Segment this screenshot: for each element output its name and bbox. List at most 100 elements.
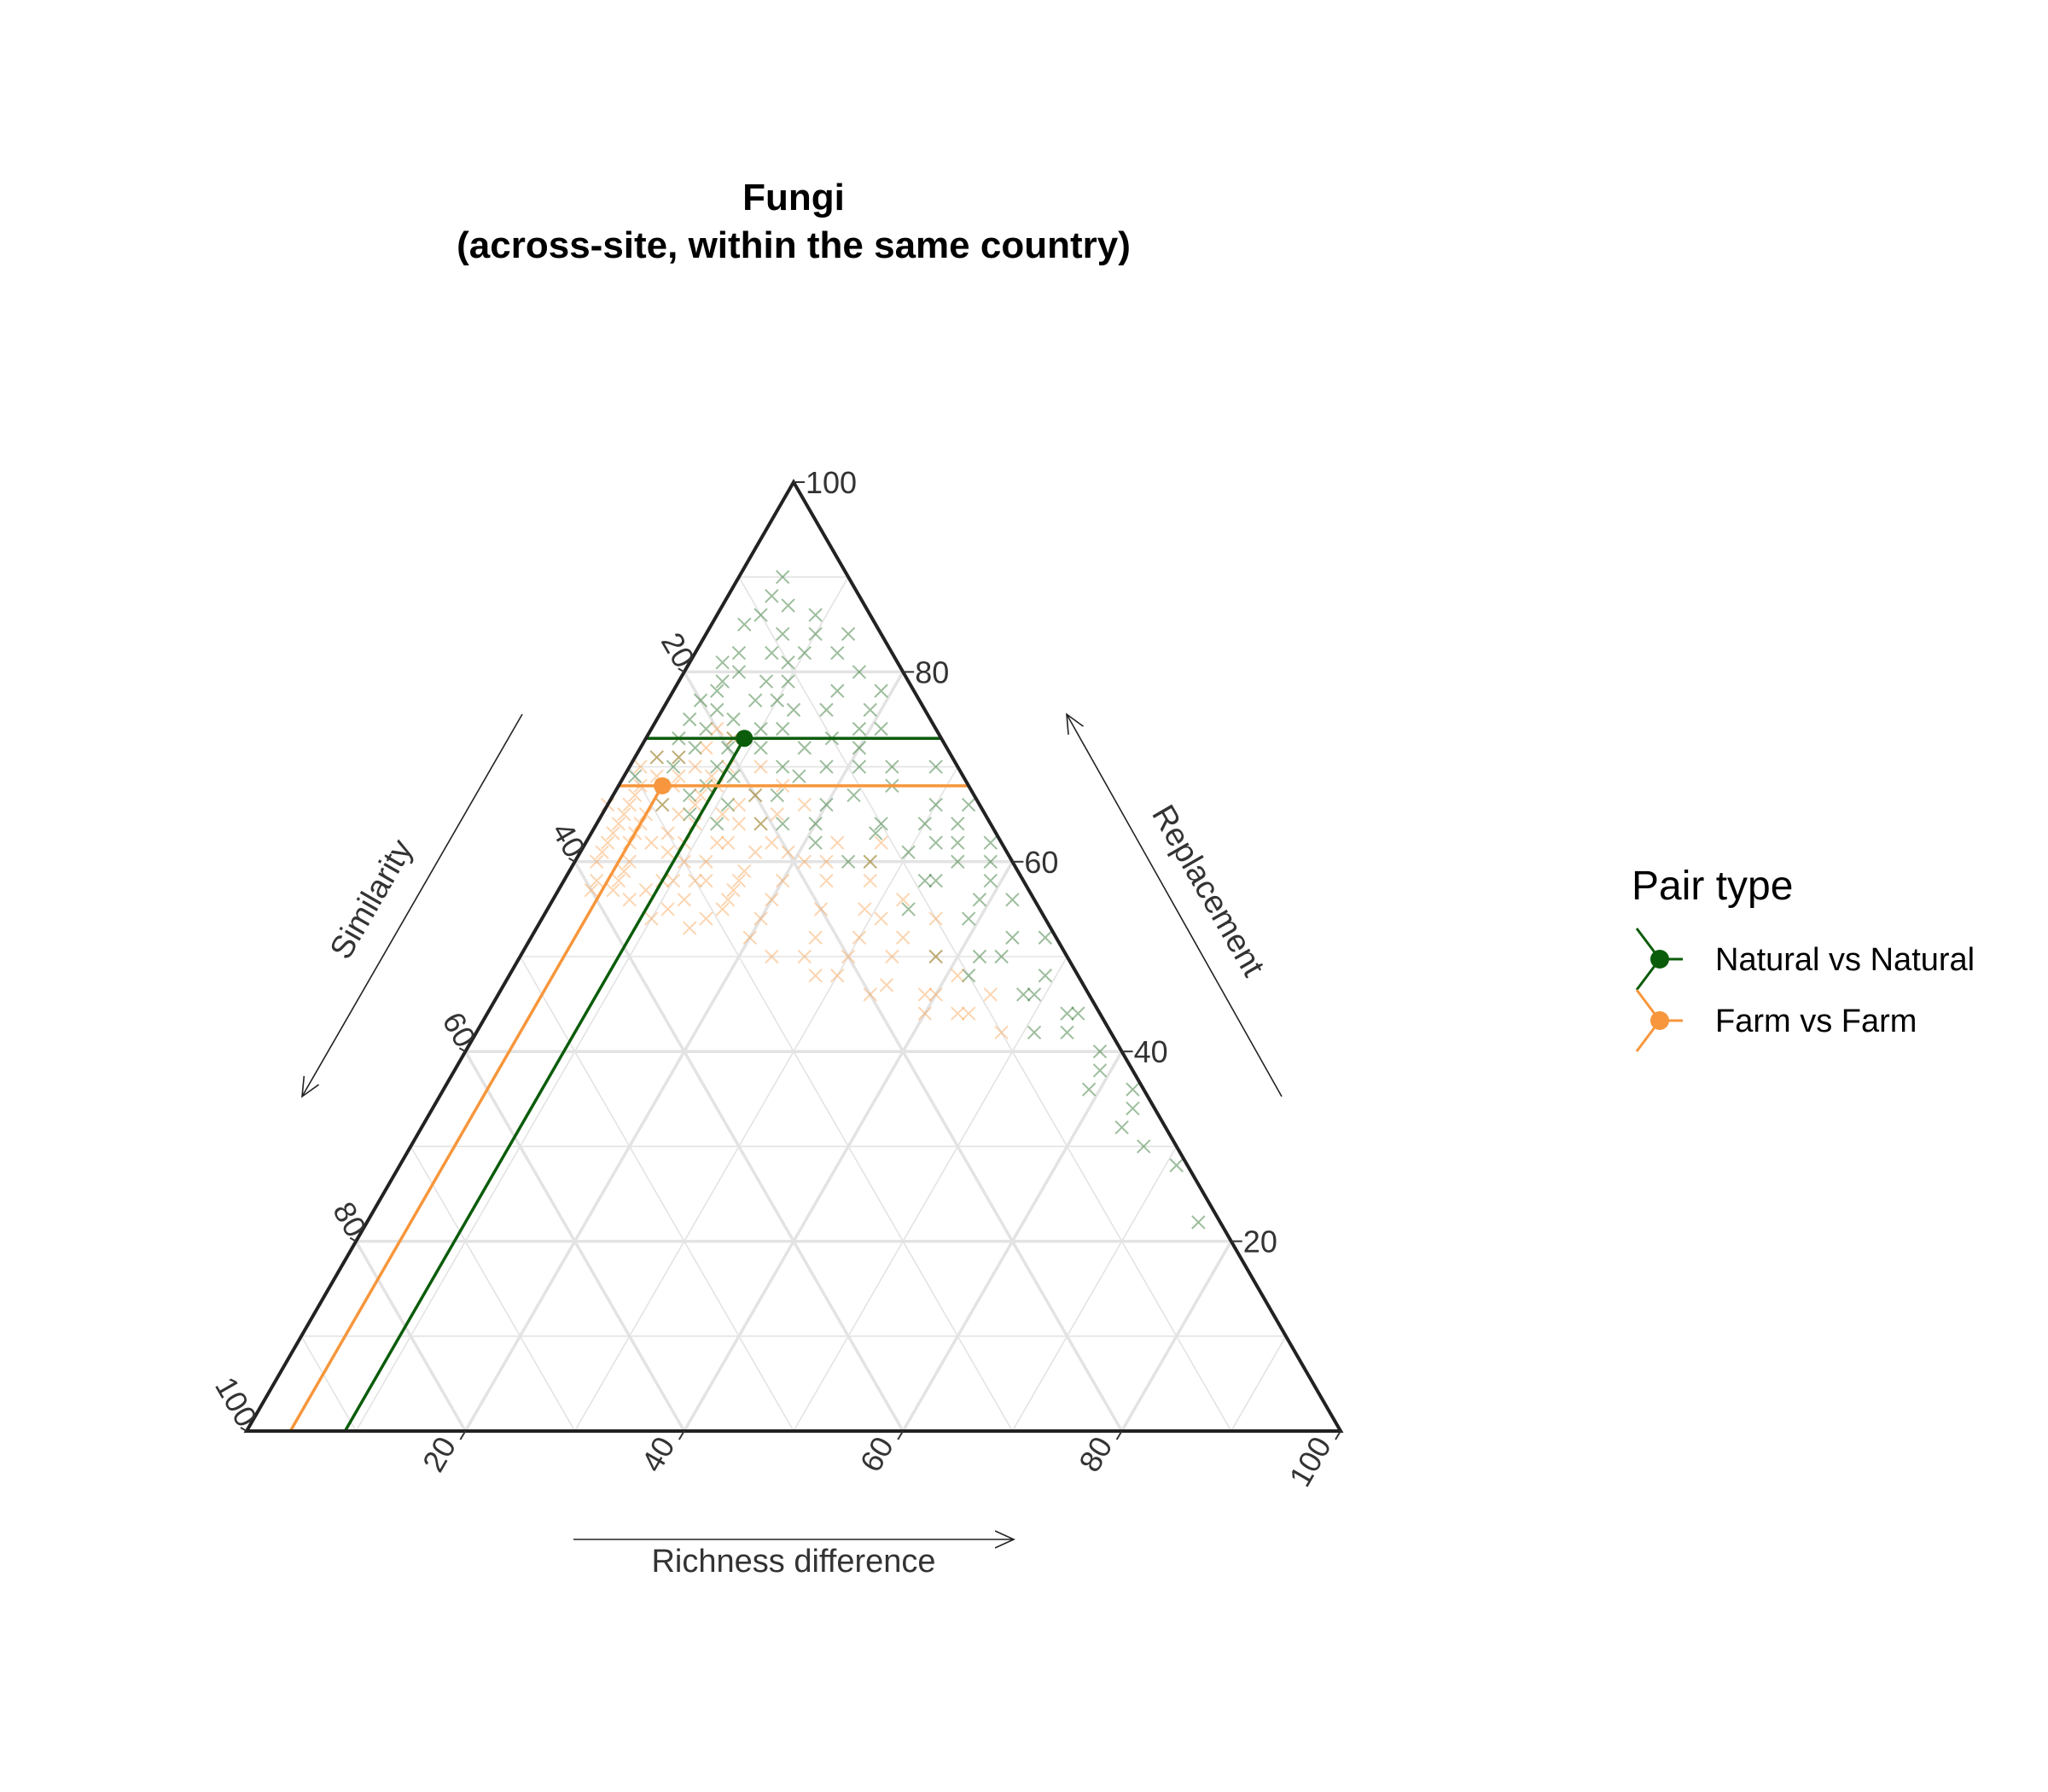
data-point-1-25 xyxy=(590,854,604,870)
replacement-axis-label: Replacement xyxy=(1144,800,1271,983)
grid-line-richness-90 xyxy=(1231,1335,1287,1432)
tick-mark-richness-60 xyxy=(897,1430,905,1440)
data-point-0-112 xyxy=(1038,930,1053,945)
data-point-1-37 xyxy=(753,817,768,831)
data-point-1-45 xyxy=(775,873,790,888)
replacement-arrow xyxy=(1067,714,1283,1097)
tick-label-richness-40: 40 xyxy=(634,1431,682,1478)
data-point-0-37 xyxy=(792,769,806,783)
data-point-1-63 xyxy=(917,1006,933,1021)
data-point-1-32 xyxy=(699,854,713,870)
data-point-0-75 xyxy=(1027,1025,1042,1040)
data-point-1-11 xyxy=(655,797,670,812)
data-point-1-108 xyxy=(765,835,779,850)
data-point-1-99 xyxy=(874,911,888,926)
data-point-0-67 xyxy=(917,873,933,888)
data-point-1-72 xyxy=(590,873,604,888)
data-point-0-12 xyxy=(710,702,724,718)
chart-title-line2: (across-site, within the same country) xyxy=(457,224,1131,266)
data-point-0-27 xyxy=(649,750,664,765)
grid-line-similarity-30 xyxy=(629,766,1014,1432)
data-point-1-74 xyxy=(611,873,626,888)
data-point-1-77 xyxy=(633,759,648,774)
data-point-0-21 xyxy=(672,750,686,765)
similarity-axis-label: Similarity xyxy=(323,834,420,965)
data-point-0-74 xyxy=(1016,987,1031,1002)
data-point-1-109 xyxy=(797,854,812,870)
data-point-1-48 xyxy=(742,930,757,945)
data-point-0-107 xyxy=(852,721,867,736)
data-point-0-100 xyxy=(781,655,795,670)
data-point-0-69 xyxy=(863,854,877,870)
data-point-0-47 xyxy=(901,845,916,859)
data-point-1-70 xyxy=(644,911,659,926)
grid-line-richness-30 xyxy=(573,766,958,1432)
data-point-1-47 xyxy=(753,911,768,926)
data-point-1-93 xyxy=(928,911,943,926)
series-points-0 xyxy=(627,569,1206,1230)
data-point-0-58 xyxy=(1060,1025,1074,1040)
data-point-1-42 xyxy=(699,911,713,926)
data-point-0-82 xyxy=(983,854,998,870)
data-point-0-103 xyxy=(808,626,823,642)
data-point-0-71 xyxy=(901,902,916,916)
data-point-0-90 xyxy=(683,788,697,803)
data-point-1-58 xyxy=(885,949,899,964)
data-point-0-14 xyxy=(683,712,697,727)
data-point-1-35 xyxy=(638,882,654,898)
data-point-1-94 xyxy=(951,969,965,983)
data-point-0-61 xyxy=(1114,1120,1129,1135)
data-point-0-79 xyxy=(885,759,899,774)
data-point-1-78 xyxy=(649,750,664,765)
data-point-1-1 xyxy=(627,788,643,803)
data-point-1-41 xyxy=(715,902,730,916)
data-point-0-77 xyxy=(841,854,856,870)
data-point-1-73 xyxy=(584,882,599,898)
data-point-1-60 xyxy=(928,949,943,964)
data-point-1-84 xyxy=(753,759,768,774)
data-point-1-17 xyxy=(688,797,702,812)
data-point-1-50 xyxy=(813,902,829,916)
data-point-0-68 xyxy=(868,826,883,841)
similarity-axis: Similarity xyxy=(302,713,523,1097)
data-point-1-67 xyxy=(699,873,713,888)
tick-label-similarity-60: 60 xyxy=(435,1006,483,1053)
tick-label-replacement-40: 40 xyxy=(1134,1034,1168,1069)
data-point-0-15 xyxy=(699,721,713,736)
triangle-frame xyxy=(243,478,1344,1433)
data-point-0-24 xyxy=(775,721,790,736)
data-point-1-53 xyxy=(858,902,872,916)
grid-line-richness-70 xyxy=(1011,1146,1178,1432)
data-point-1-80 xyxy=(710,721,724,736)
grid-line-similarity-90 xyxy=(300,1335,357,1432)
data-point-1-8 xyxy=(672,750,686,765)
data-point-0-3 xyxy=(781,598,795,613)
data-point-0-108 xyxy=(928,759,943,774)
data-point-1-101 xyxy=(874,835,888,850)
data-point-0-101 xyxy=(770,693,784,707)
data-point-0-91 xyxy=(627,769,643,783)
data-point-1-92 xyxy=(895,893,911,907)
data-point-0-72 xyxy=(972,949,987,964)
data-point-0-84 xyxy=(874,721,888,736)
data-point-0-30 xyxy=(753,741,768,755)
centroid-layer xyxy=(288,730,969,1432)
legend-label-natural: Natural vs Natural xyxy=(1715,942,1975,978)
data-point-1-91 xyxy=(863,873,877,888)
data-point-0-32 xyxy=(797,741,812,755)
tick-mark-similarity-40 xyxy=(568,857,576,863)
data-point-1-88 xyxy=(797,797,812,812)
legend-key-natural xyxy=(1635,928,1683,991)
data-point-0-66 xyxy=(928,835,943,850)
data-point-0-38 xyxy=(819,759,834,774)
centroid-projection-richness-1 xyxy=(288,784,664,1432)
data-point-0-56 xyxy=(1027,987,1042,1002)
data-point-0-35 xyxy=(819,702,834,718)
data-point-1-100 xyxy=(863,854,877,870)
data-point-1-85 xyxy=(748,788,763,803)
data-point-1-31 xyxy=(710,835,724,850)
data-point-0-73 xyxy=(961,969,976,983)
tick-label-similarity-40: 40 xyxy=(545,817,593,864)
data-point-1-52 xyxy=(797,949,812,964)
data-point-0-55 xyxy=(1038,969,1053,983)
